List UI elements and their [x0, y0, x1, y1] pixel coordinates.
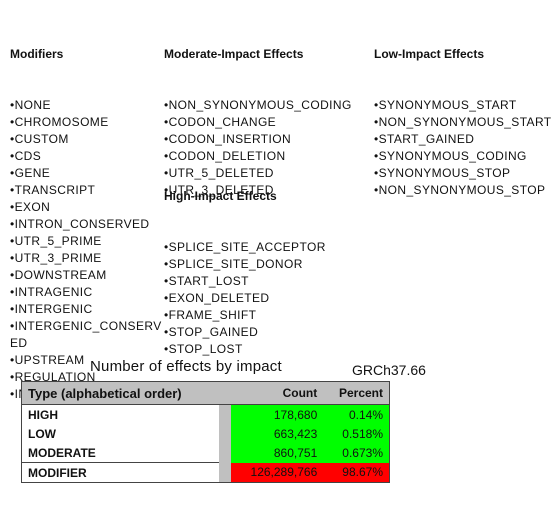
table-title: Number of effects by impact [90, 358, 282, 375]
low-impact-heading: Low-Impact Effects [374, 47, 485, 61]
percent-cell: 98.67% [323, 462, 390, 483]
low-impact-list: Low-Impact Effects •SYNONYMOUS_START •NON… [374, 12, 554, 216]
list-item: •UTR_5_DELETED [164, 166, 274, 180]
list-item: •SPLICE_SITE_DONOR [164, 257, 303, 271]
list-item: •FRAME_SHIFT [164, 308, 257, 322]
list-item: •UTR_5_PRIME [10, 234, 102, 248]
spacer-cell [219, 404, 231, 424]
list-item: •INTERGENIC [10, 302, 93, 316]
list-item: •STOP_GAINED [164, 325, 259, 339]
moderate-impact-items: •NON_SYNONYMOUS_CODING •CODON_CHANGE •CODO… [164, 97, 364, 199]
table-row: MODIFIER 126,289,766 98.67% [21, 462, 390, 483]
list-item: •START_GAINED [374, 132, 475, 146]
list-item: •TRANSCRIPT [10, 183, 96, 197]
table-row: HIGH 178,680 0.14% [21, 404, 390, 424]
table-row: MODERATE 860,751 0.673% [21, 443, 390, 463]
list-item: •INTERGENIC_CONSERV [10, 319, 162, 333]
table-row: LOW 663,423 0.518% [21, 424, 390, 443]
high-impact-list: High-Impact Effects •SPLICE_SITE_ACCEPTO… [164, 154, 364, 375]
list-item: •NON_SYNONYMOUS_CODING [164, 98, 352, 112]
impact-type-cell: HIGH [21, 404, 219, 424]
spacer-cell [219, 462, 231, 483]
high-impact-items: •SPLICE_SITE_ACCEPTOR •SPLICE_SITE_DONOR •… [164, 239, 364, 358]
impact-table: Type (alphabetical order) Count Percent … [21, 381, 390, 483]
list-item: •DOWNSTREAM [10, 268, 107, 282]
list-item: •SYNONYMOUS_CODING [374, 149, 527, 163]
list-item: •CODON_CHANGE [164, 115, 277, 129]
list-item: •CDS [10, 149, 42, 163]
list-item: •STOP_LOST [164, 342, 243, 356]
low-impact-items: •SYNONYMOUS_START •NON_SYNONYMOUS_START •S… [374, 97, 554, 199]
list-item: •CHROMOSOME [10, 115, 109, 129]
spacer-cell [219, 424, 231, 443]
list-item: •SYNONYMOUS_START [374, 98, 517, 112]
list-item: •NON_SYNONYMOUS_START [374, 115, 552, 129]
header-percent: Percent [323, 381, 390, 405]
list-item: •UTR_3_DELETED [164, 183, 274, 197]
list-item: •CUSTOM [10, 132, 69, 146]
moderate-impact-list: Moderate-Impact Effects •NON_SYNONYMOUS_… [164, 12, 364, 216]
table-header-row: Type (alphabetical order) Count Percent [21, 381, 390, 405]
count-cell: 126,289,766 [231, 462, 324, 483]
list-item: •GENE [10, 166, 51, 180]
count-cell: 663,423 [231, 424, 324, 443]
list-item: •NONE [10, 98, 51, 112]
spacer-cell [219, 443, 231, 463]
percent-cell: 0.673% [323, 443, 390, 463]
list-item: •EXON [10, 200, 51, 214]
count-cell: 178,680 [231, 404, 324, 424]
impact-type-cell: LOW [21, 424, 219, 443]
percent-cell: 0.518% [323, 424, 390, 443]
list-item: •START_LOST [164, 274, 249, 288]
header-type: Type (alphabetical order) [21, 381, 231, 405]
list-item: •SYNONYMOUS_STOP [374, 166, 511, 180]
impact-type-cell: MODERATE [21, 443, 219, 463]
list-item: •UTR_3_PRIME [10, 251, 102, 265]
impact-type-cell: MODIFIER [21, 462, 219, 483]
list-item: •REGULATION [10, 370, 96, 384]
high-impact-heading: High-Impact Effects [164, 189, 277, 203]
list-item: •CODON_DELETION [164, 149, 286, 163]
moderate-impact-heading: Moderate-Impact Effects [164, 47, 304, 61]
modifiers-heading: Modifiers [10, 47, 64, 61]
list-item: •UPSTREAM [10, 353, 85, 367]
list-item: •NON_SYNONYMOUS_STOP [374, 183, 546, 197]
list-item: ED [10, 336, 28, 350]
modifiers-items: •NONE •CHROMOSOME •CUSTOM •CDS •GENE •TRANSCR… [10, 97, 162, 403]
list-item: •SPLICE_SITE_ACCEPTOR [164, 240, 326, 254]
modifiers-list: Modifiers •NONE •CHROMOSOME •CUSTOM •CDS •GE… [10, 12, 162, 420]
table-subtitle: GRCh37.66 [352, 362, 426, 378]
count-cell: 860,751 [231, 443, 324, 463]
list-item: •CODON_INSERTION [164, 132, 292, 146]
header-count: Count [231, 381, 324, 405]
list-item: •EXON_DELETED [164, 291, 270, 305]
list-item: •INTRON_CONSERVED [10, 217, 150, 231]
list-item: •INTRAGENIC [10, 285, 93, 299]
percent-cell: 0.14% [323, 404, 390, 424]
